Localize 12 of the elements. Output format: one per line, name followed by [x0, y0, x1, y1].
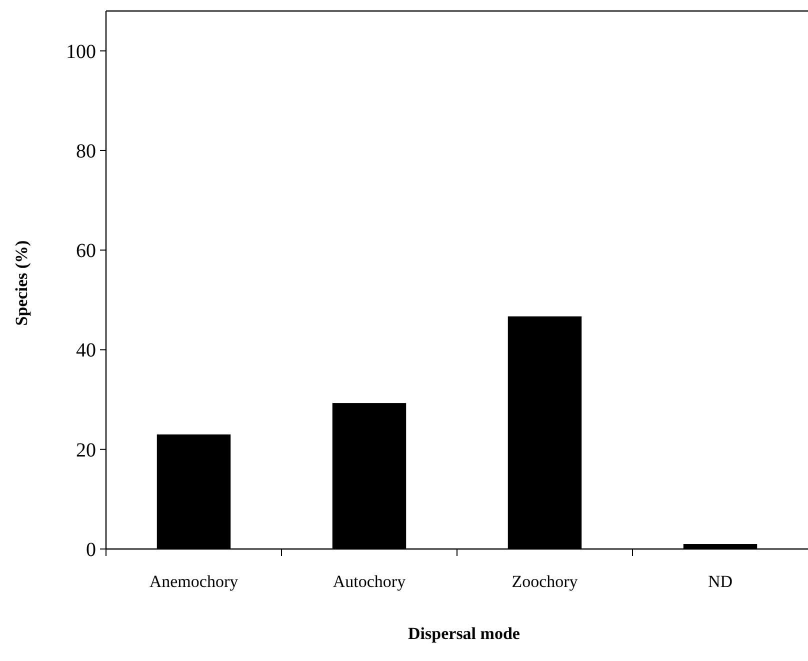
x-tick-label: ND: [708, 572, 733, 591]
x-axis-title: Dispersal mode: [408, 624, 520, 643]
y-tick-label: 60: [76, 240, 96, 262]
y-axis-title: Species (%): [12, 240, 31, 326]
y-tick-label: 100: [66, 40, 96, 63]
y-tick-label: 20: [76, 439, 96, 462]
y-tick-label: 80: [76, 140, 96, 162]
x-tick-label: Anemochory: [149, 572, 239, 591]
y-tick-label: 40: [76, 340, 96, 362]
y-tick-label: 0: [86, 539, 96, 561]
x-tick-label: Zoochory: [512, 572, 578, 591]
x-tick-label: Autochory: [332, 572, 406, 591]
